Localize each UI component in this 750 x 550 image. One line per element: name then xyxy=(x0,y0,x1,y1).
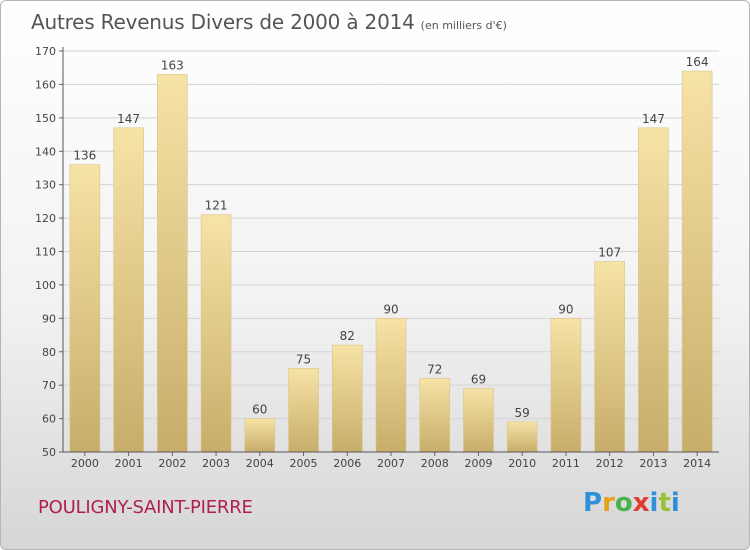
x-tick-label: 2013 xyxy=(639,457,667,470)
x-tick-label: 2005 xyxy=(290,457,318,470)
x-tick-label: 2000 xyxy=(71,457,99,470)
chart-unit-note: (en milliers d'€) xyxy=(420,19,507,32)
bar-value-label: 72 xyxy=(427,362,442,376)
bar-value-label: 59 xyxy=(515,406,530,420)
x-tick-label: 2004 xyxy=(246,457,274,470)
x-tick-label: 2014 xyxy=(683,457,711,470)
axes: 50 60 70 80 90 100 110 120 130 140 150 160 170 2000 20… xyxy=(35,45,719,470)
y-tick-label: 130 xyxy=(35,179,56,192)
x-tick-label: 2003 xyxy=(202,457,230,470)
chart-title: Autres Revenus Divers de 2000 à 2014 (en … xyxy=(31,10,507,34)
y-tick-label: 90 xyxy=(42,312,56,325)
bars: 136 147 163 121 60 75 82 90 72 69 59 90 107 147 164 xyxy=(69,55,713,453)
bar-2009 xyxy=(463,388,494,453)
bar-2008 xyxy=(419,378,451,453)
proxiti-logo: Proxiti xyxy=(583,488,680,518)
y-tick-label: 60 xyxy=(42,413,56,426)
bar-value-label: 75 xyxy=(296,352,311,366)
x-tick-label: 2001 xyxy=(115,457,143,470)
x-tick-label: 2006 xyxy=(333,457,361,470)
bar-value-label: 164 xyxy=(686,55,709,69)
bar-2001 xyxy=(113,127,144,453)
y-tick-label: 140 xyxy=(35,145,56,158)
y-tick-label: 160 xyxy=(35,78,56,91)
bar-value-label: 82 xyxy=(340,329,355,343)
bar-2014 xyxy=(681,70,713,453)
x-tick-label: 2002 xyxy=(158,457,186,470)
bar-value-label: 163 xyxy=(161,58,184,72)
x-tick-label: 2009 xyxy=(464,457,492,470)
bar-2004 xyxy=(244,418,276,453)
bar-value-label: 90 xyxy=(383,302,398,316)
bar-2005 xyxy=(288,368,319,453)
y-tick-label: 150 xyxy=(35,112,56,125)
bar-value-label: 60 xyxy=(252,403,267,417)
bar-2000 xyxy=(69,164,101,453)
y-tick-label: 50 xyxy=(42,446,56,459)
y-tick-label: 80 xyxy=(42,346,56,359)
bar-2012 xyxy=(594,261,625,453)
y-tick-label: 70 xyxy=(42,379,56,392)
location-name: POULIGNY-SAINT-PIERRE xyxy=(38,497,253,518)
bar-2011 xyxy=(550,318,582,453)
x-tick-label: 2011 xyxy=(552,457,580,470)
bar-2007 xyxy=(375,318,407,453)
bar-2013 xyxy=(638,127,669,453)
bar-value-label: 121 xyxy=(205,199,228,213)
x-tick-label: 2010 xyxy=(508,457,536,470)
bar-2010 xyxy=(506,421,538,453)
chart-title-text: Autres Revenus Divers de 2000 à 2014 xyxy=(31,10,415,34)
bar-2003 xyxy=(200,214,232,453)
bar-2002 xyxy=(157,74,188,453)
y-tick-label: 100 xyxy=(35,279,56,292)
bar-value-label: 136 xyxy=(73,149,96,163)
x-tick-label: 2007 xyxy=(377,457,405,470)
y-tick-label: 170 xyxy=(35,45,56,58)
bar-value-label: 107 xyxy=(598,246,621,260)
y-tick-label: 120 xyxy=(35,212,56,225)
x-tick-label: 2012 xyxy=(596,457,624,470)
x-tick-label: 2008 xyxy=(421,457,449,470)
bar-2006 xyxy=(331,344,363,453)
bar-value-label: 147 xyxy=(642,112,665,126)
y-tick-label: 110 xyxy=(35,246,56,259)
bar-value-label: 90 xyxy=(558,302,573,316)
bar-value-label: 69 xyxy=(471,373,486,387)
bar-value-label: 147 xyxy=(117,112,140,126)
